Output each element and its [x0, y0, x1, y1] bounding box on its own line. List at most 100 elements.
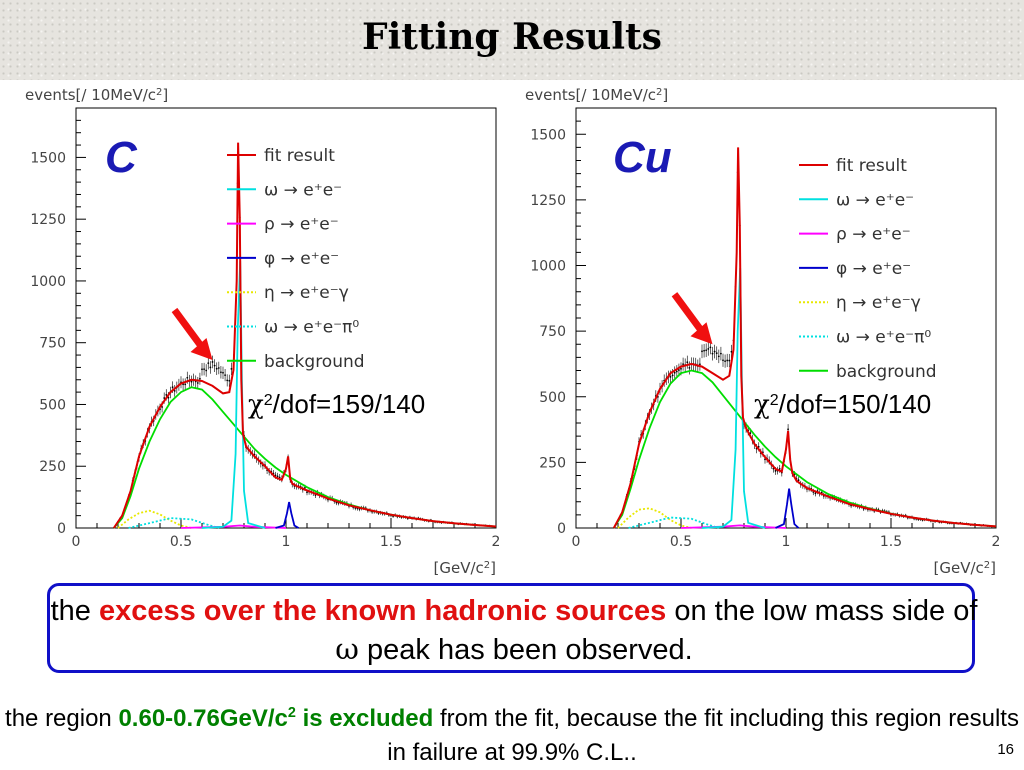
data-point [171, 386, 174, 389]
series-line [775, 488, 800, 529]
y-tick-label-part: 250 [39, 459, 66, 475]
series-line [117, 509, 192, 529]
data-point [686, 361, 689, 364]
y-tick-label-part: 500 [39, 397, 66, 413]
legend-label: φ → e⁺e⁻ [836, 259, 911, 279]
y-tick-label-part: 1250 [530, 193, 566, 209]
data-point [726, 359, 729, 362]
x-tick-label-part: 1 [282, 534, 291, 550]
chart-panel-cu: 0 250 500 750 1000 1250 1500 0 0.5 1 1.5 2 events[/ … [500, 80, 1000, 580]
series-line [628, 516, 720, 529]
arrow-head [190, 338, 213, 360]
exclusion-note: the region 0.60-0.76GeV/c2 is excluded f… [0, 696, 1024, 770]
legend-label: η → e⁺e⁻γ [264, 283, 349, 303]
data-point [711, 352, 714, 355]
y-tick-label-part: 1250 [30, 212, 66, 228]
x-tick-label: 1.5 [880, 534, 902, 550]
data-point [161, 406, 164, 408]
x-axis-label-part: ] [990, 559, 996, 577]
data-point [163, 397, 166, 399]
data-point [203, 368, 206, 371]
y-tick-label-part: 500 [539, 390, 566, 406]
y-axis-label: events[/ 10MeV/c2] [525, 86, 668, 104]
conclusion-mid: on the low mass side of [666, 595, 978, 627]
legend-label: ρ → e⁺e⁻ [264, 215, 339, 235]
excess-arrow [171, 307, 213, 360]
data-point [699, 363, 701, 366]
target-label: Cu [613, 133, 672, 182]
arrow-head [690, 322, 713, 345]
data-point [213, 364, 216, 367]
data-point [722, 359, 724, 362]
legend-label: background [264, 352, 365, 372]
slide-title: Fitting Results [362, 16, 662, 58]
note-highlight-main: 0.60-0.76GeV/c [118, 705, 288, 732]
chi2-symbol: χ [248, 390, 264, 420]
data-point [720, 352, 722, 355]
data-point [211, 361, 214, 363]
y-tick-label: 1500 [530, 127, 566, 143]
conclusion-box: the excess over the known hadronic sourc… [47, 583, 978, 673]
chi2-sup: 2 [264, 392, 273, 409]
legend-label: background [836, 362, 937, 382]
data-point [724, 360, 726, 363]
note-highlight: 0.60-0.76GeV/c2 is excluded [118, 705, 433, 732]
data-point [688, 366, 691, 369]
data-point [680, 367, 682, 370]
y-tick-label-part: 750 [39, 336, 66, 352]
y-tick-label: 0 [57, 521, 66, 537]
y-axis-label-part: ] [162, 86, 168, 104]
data-point [184, 383, 187, 386]
data-point [774, 470, 777, 472]
data-point [186, 376, 189, 379]
y-tick-label-part: 0 [557, 521, 566, 537]
x-tick-label-part: 2 [492, 534, 500, 550]
x-tick-label: 1.5 [380, 534, 402, 550]
data-point [709, 346, 712, 349]
x-tick-label: 2 [492, 534, 500, 550]
y-tick-label: 1000 [30, 274, 66, 290]
note-pre: the region [5, 705, 119, 732]
note-highlight-sup: 2 [287, 705, 296, 721]
y-tick-label: 1000 [530, 259, 566, 275]
y-tick-label-part: 250 [539, 455, 566, 471]
data-point [222, 371, 224, 374]
legend-label: ω → e⁺e⁻ [836, 190, 914, 210]
excess-arrow [671, 292, 713, 345]
data-point [728, 359, 731, 362]
chi2-sup: 2 [770, 392, 779, 409]
y-axis-label-part: events[/ 10MeV/c [25, 86, 156, 104]
data-point [715, 352, 718, 355]
data-point [678, 369, 680, 371]
data-point [209, 366, 212, 369]
x-axis-label: [GeV/c2] [433, 559, 496, 577]
data-point [201, 368, 203, 371]
data-point [682, 363, 684, 366]
x-axis-label-part: [GeV/c [433, 559, 483, 577]
data-point [701, 350, 703, 353]
x-tick-label-part: 0 [572, 534, 581, 550]
y-tick-label-part: 1500 [530, 127, 566, 143]
chi2-label: χ2/dof=159/140 [248, 389, 425, 420]
x-tick-label: 1 [782, 534, 791, 550]
omega-symbol: ω [335, 632, 359, 666]
y-tick-label: 500 [539, 390, 566, 406]
series-line [128, 517, 220, 529]
x-axis-label-part: 2 [484, 560, 490, 571]
data-point [306, 491, 308, 494]
conclusion-post: peak has been observed. [358, 634, 693, 666]
x-tick-label: 0 [572, 534, 581, 550]
legend-label: φ → e⁺e⁻ [264, 249, 339, 269]
arrow-shaft [171, 307, 206, 351]
y-tick-label: 250 [539, 455, 566, 471]
data-point [673, 371, 676, 374]
series-line [275, 501, 300, 529]
y-tick-label-part: 1000 [530, 259, 566, 275]
series-line [112, 142, 497, 529]
title-bar: Fitting Results [0, 0, 1024, 80]
series-line [612, 147, 997, 529]
data-point [196, 382, 199, 384]
x-tick-label: 0.5 [670, 534, 692, 550]
target-label: C [105, 133, 138, 182]
